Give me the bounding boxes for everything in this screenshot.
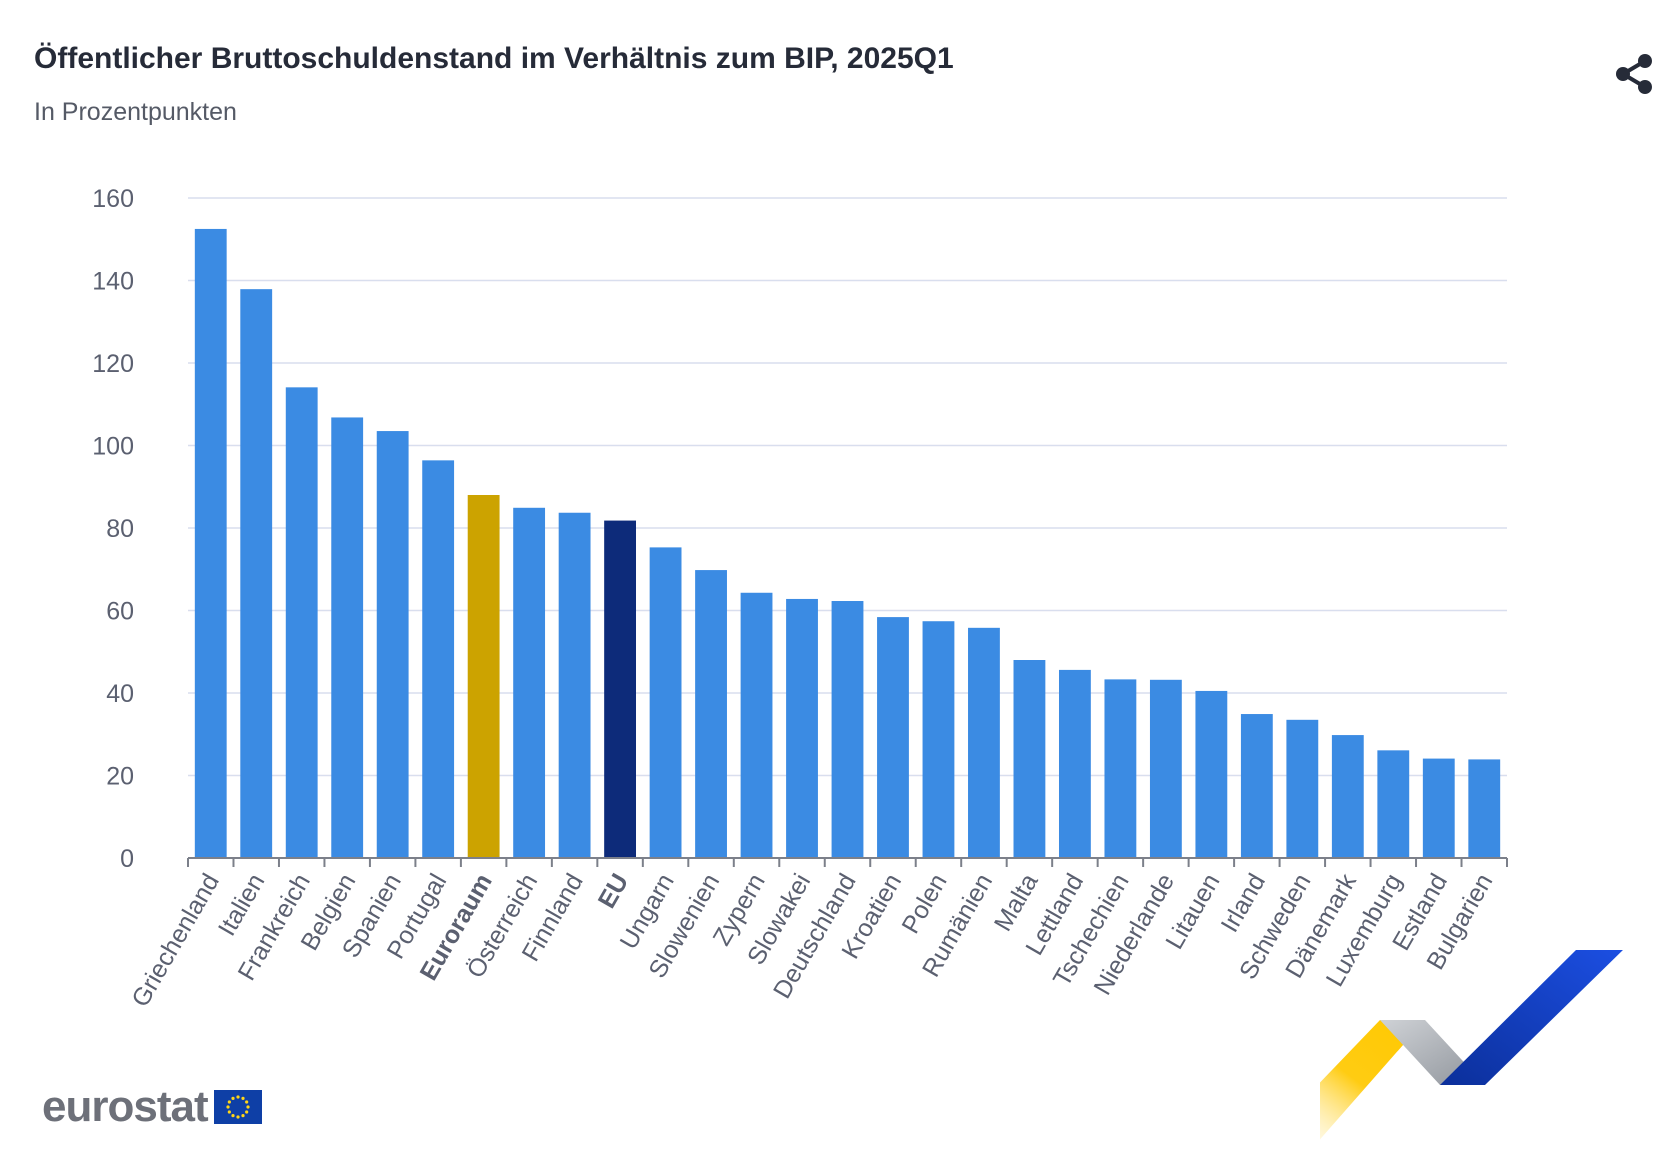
flag-star: [245, 1105, 250, 1109]
bar-griechenland[interactable]: [194, 228, 227, 858]
flag-star: [235, 1115, 240, 1119]
bar-bulgarien[interactable]: [1468, 759, 1501, 858]
x-tick-label: Griechenland: [126, 869, 225, 1012]
chart-title: Öffentlicher Bruttoschuldenstand im Verh…: [34, 42, 954, 75]
x-tick-label: EU: [593, 869, 635, 913]
bar-litauen[interactable]: [1195, 690, 1228, 858]
y-tick-label: 120: [92, 350, 134, 378]
bar-polen[interactable]: [922, 621, 955, 858]
flag-star: [244, 1110, 248, 1114]
bar-luxemburg[interactable]: [1377, 750, 1410, 858]
bar-tschechien[interactable]: [1104, 679, 1137, 858]
y-tick-label: 60: [106, 598, 134, 626]
bar-euroraum[interactable]: [467, 495, 500, 858]
flag-star: [227, 1110, 231, 1114]
share-icon[interactable]: [1612, 52, 1656, 96]
logo-text: eurostat: [42, 1082, 209, 1131]
flag-star: [230, 1096, 235, 1100]
decorative-ribbon: [1320, 950, 1623, 1140]
bar-estland[interactable]: [1422, 758, 1455, 858]
bar-niederlande[interactable]: [1149, 679, 1182, 858]
bar-rumänien[interactable]: [968, 627, 1000, 858]
bar-deutschland[interactable]: [831, 601, 864, 858]
eurostat-logo: eurostat: [42, 1082, 262, 1132]
bar-slowakei[interactable]: [786, 598, 818, 858]
bar-frankreich[interactable]: [285, 387, 318, 858]
y-tick-label: 140: [92, 268, 134, 296]
bar-schweden[interactable]: [1286, 719, 1319, 858]
y-tick-label: 100: [92, 433, 134, 461]
flag-star: [225, 1105, 230, 1109]
bar-dänemark[interactable]: [1331, 735, 1364, 858]
bar-österreich[interactable]: [513, 507, 546, 858]
bar-eu[interactable]: [604, 520, 637, 858]
bar-malta[interactable]: [1013, 660, 1046, 858]
y-tick-label: 0: [120, 845, 134, 873]
bar-belgien[interactable]: [331, 417, 364, 858]
flag-star: [240, 1114, 245, 1118]
y-tick-label: 40: [106, 680, 134, 708]
bar-lettland[interactable]: [1058, 669, 1091, 858]
bar-italien[interactable]: [240, 289, 273, 859]
bar-kroatien[interactable]: [877, 617, 909, 858]
y-tick-label: 20: [106, 763, 134, 791]
flag-star: [244, 1100, 248, 1104]
bar-ungarn[interactable]: [649, 547, 682, 858]
y-tick-label: 160: [92, 185, 134, 213]
bar-spanien[interactable]: [376, 431, 409, 858]
bar-portugal[interactable]: [422, 460, 455, 858]
flag-star: [230, 1114, 235, 1118]
flag-star: [240, 1096, 245, 1100]
flag-star: [227, 1100, 231, 1104]
y-tick-label: 80: [106, 515, 134, 543]
eu-flag-icon: [213, 1090, 262, 1124]
flag-star: [235, 1095, 240, 1099]
bar-slowenien[interactable]: [695, 570, 727, 858]
bar-zypern[interactable]: [740, 592, 773, 858]
bar-finnland[interactable]: [558, 512, 591, 858]
bar-irland[interactable]: [1240, 714, 1273, 858]
chart-subtitle: In Prozentpunkten: [34, 98, 237, 126]
